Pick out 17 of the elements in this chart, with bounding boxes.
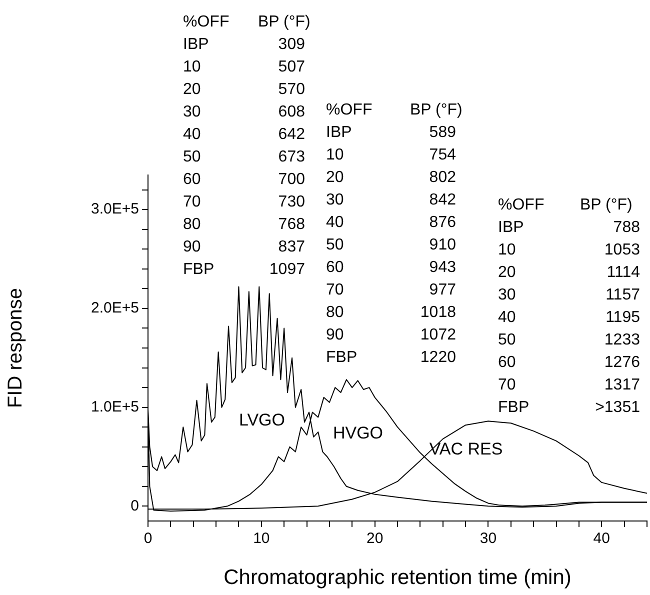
series-label: LVGO bbox=[239, 410, 285, 430]
y-tick-label: 1.0E+5 bbox=[91, 398, 139, 416]
x-tick-label: 0 bbox=[144, 530, 152, 548]
y-tick-label: 0 bbox=[130, 497, 139, 514]
text: %OFF BP (°F) IBP 589 10 754 20 802 30 842 40 876 50 910 60 943 70 977 80 1018 90 1072 FBP 1220 bbox=[326, 101, 462, 366]
text: %OFF BP (°F) IBP 788 10 1053 20 1114 30 1157 40 1195 50 1233 60 1276 70 1317 FBP >1351 bbox=[498, 196, 640, 416]
y-axis-title: FID response bbox=[4, 288, 27, 408]
x-tick-label: 10 bbox=[253, 530, 270, 548]
x-tick-label: 30 bbox=[480, 530, 497, 548]
series-label: VAC RES bbox=[429, 440, 503, 459]
y-tick-label: 3.0E+5 bbox=[91, 200, 139, 218]
text: %OFF BP (°F) IBP 309 10 507 20 570 30 608 40 642 50 673 60 700 70 730 80 768 90 837 FBP 1097 bbox=[183, 13, 310, 278]
series-label: HVGO bbox=[332, 424, 384, 443]
x-tick-label: 40 bbox=[593, 530, 610, 548]
x-tick-label: 20 bbox=[366, 530, 384, 548]
y-tick-label: 2.0E+5 bbox=[91, 300, 139, 317]
x-axis-title: Chromatographic retention time (min) bbox=[224, 566, 572, 590]
